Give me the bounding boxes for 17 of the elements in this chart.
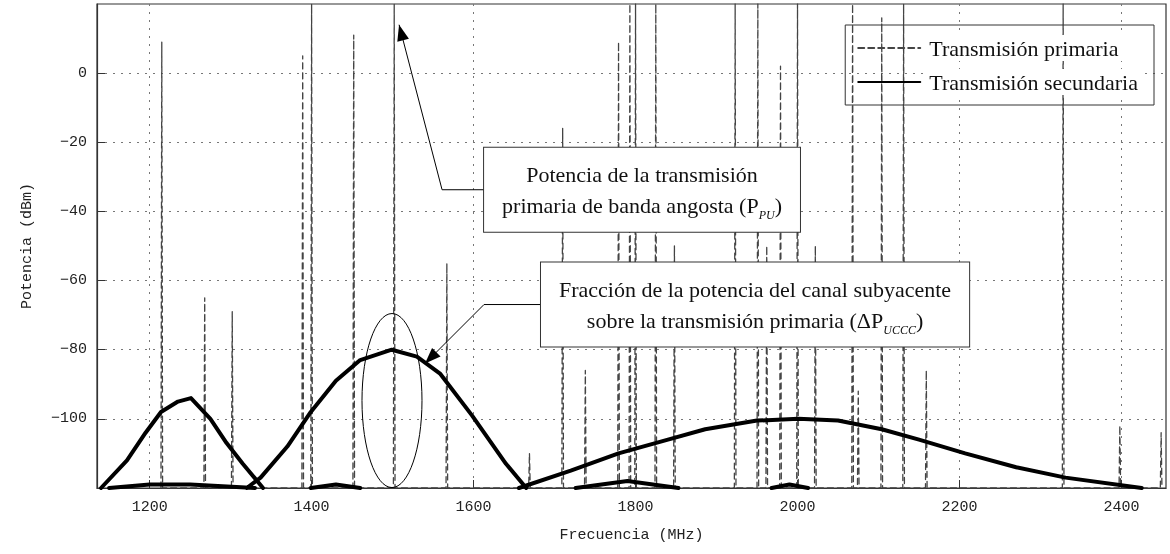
x-tick-label: 2400: [1103, 499, 1140, 516]
x-tick-label: 1400: [293, 499, 330, 516]
x-axis-title: Frecuencia (MHz): [559, 527, 704, 544]
y-axis-title: Potencia (dBm): [19, 182, 36, 310]
legend-label: Transmisión secundaria: [929, 69, 1139, 95]
legend-label: Transmisión primaria: [929, 35, 1119, 61]
y-tick-label: −60: [59, 272, 87, 290]
y-tick-label: 0: [77, 64, 87, 82]
x-tick-label: 1200: [131, 499, 168, 516]
y-tick-label: −80: [59, 341, 87, 359]
y-tick-label: −40: [59, 202, 87, 220]
x-tick-label: 2200: [941, 499, 978, 516]
y-tick-label: −20: [59, 133, 87, 151]
x-tick-label: 1800: [617, 499, 654, 516]
x-tick-label: 1600: [455, 499, 492, 516]
x-tick-label: 2000: [779, 499, 816, 516]
y-tick-label: −100: [50, 410, 87, 428]
